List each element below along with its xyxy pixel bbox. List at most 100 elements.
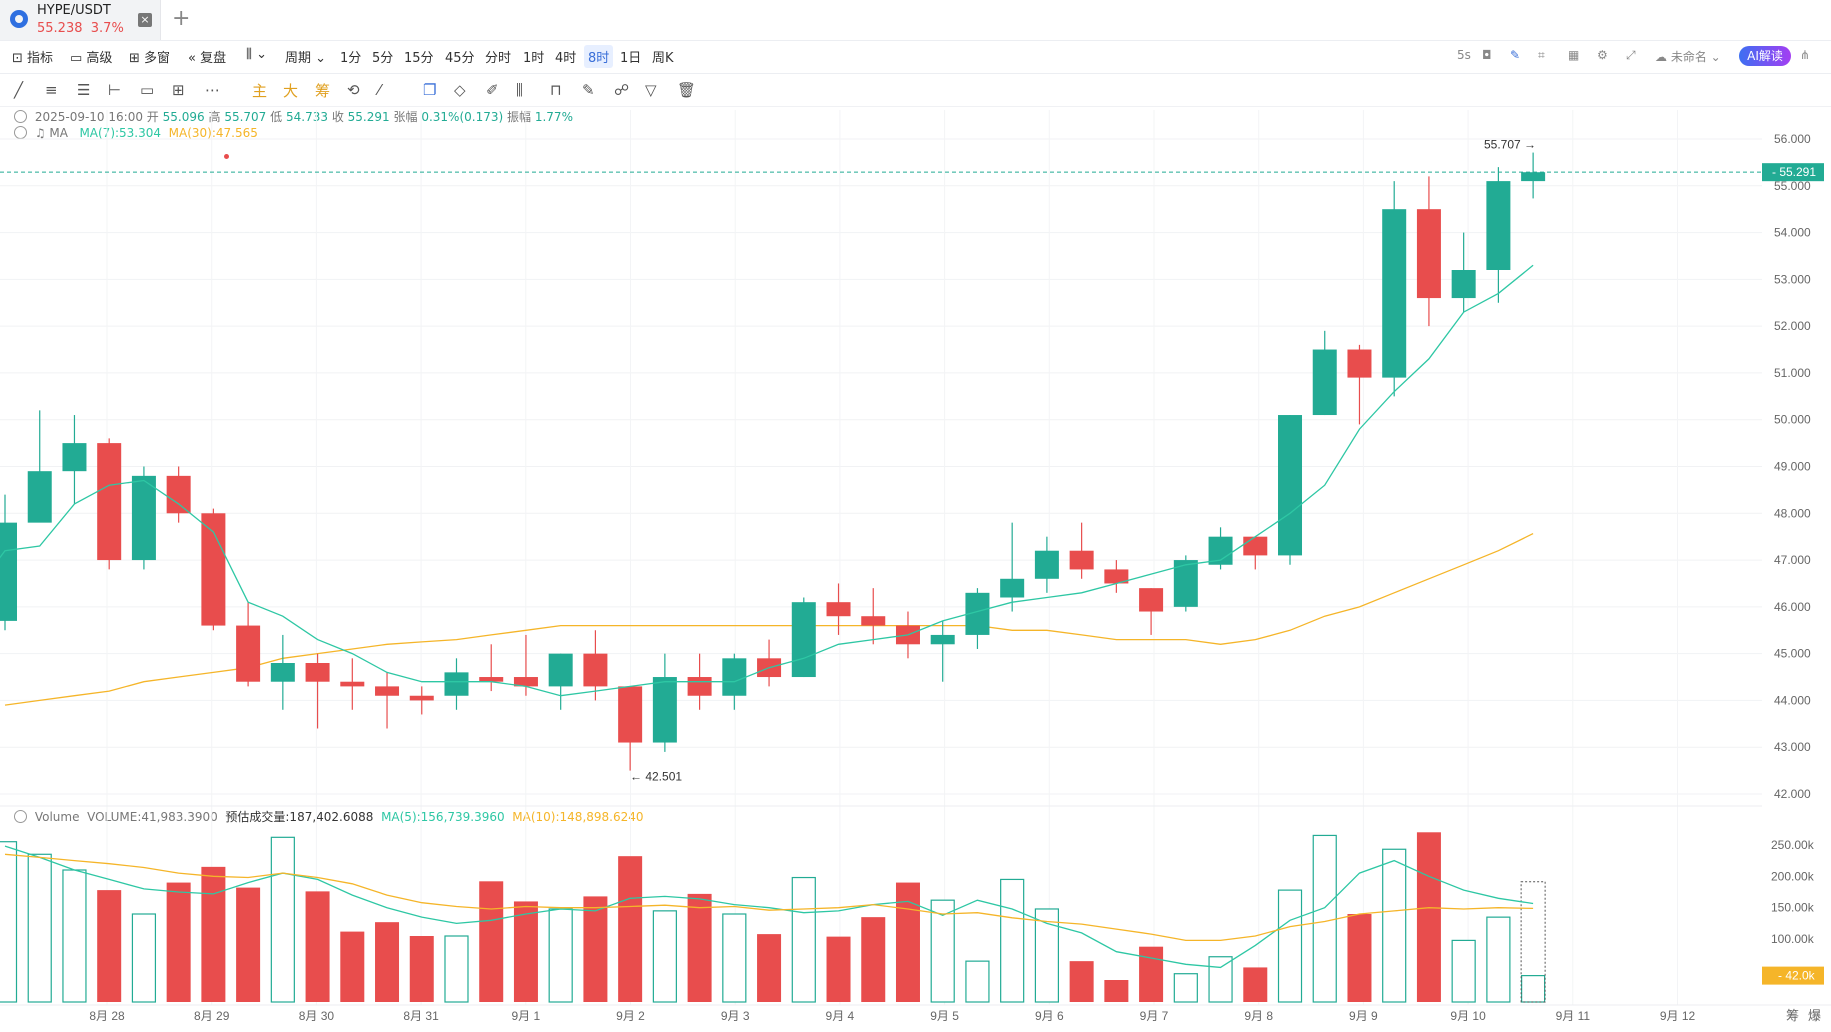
fullscreen-icon[interactable]: ⤢: [1626, 48, 1636, 62]
close-icon[interactable]: ×: [138, 13, 152, 27]
price-tick-label: 47.000: [1774, 553, 1811, 567]
calculator-icon[interactable]: ▦: [1568, 48, 1580, 62]
trend-line-icon[interactable]: ╱: [14, 81, 24, 99]
note-icon[interactable]: ✎: [582, 81, 595, 99]
interval-5m[interactable]: 5分: [372, 51, 394, 66]
low-label: 低: [270, 110, 283, 124]
candle-body: [583, 653, 608, 687]
link-icon[interactable]: ☍: [614, 81, 630, 99]
chart-toolbar: ⊡ 指标 ▭ 高级 ⊞ 多窗 « 复盘 ⫼ ⌄ 周期 ⌄ 1分 5分 15分 4…: [0, 41, 1831, 74]
interval-45m[interactable]: 45分: [445, 51, 475, 66]
bell-icon[interactable]: ♫: [34, 126, 46, 140]
interval-4h[interactable]: 4时: [555, 51, 577, 66]
candle-body: [722, 658, 747, 696]
ai-analysis-button[interactable]: AI解读: [1739, 46, 1791, 66]
current-price-badge: [1762, 163, 1824, 182]
current-volume-label: - 42.0k: [1778, 969, 1816, 983]
tab-change: 3.7%: [90, 21, 124, 36]
camera-icon[interactable]: ◘: [1482, 48, 1492, 62]
filter-icon[interactable]: ▽: [645, 81, 657, 99]
brush-icon[interactable]: ⁄: [378, 81, 381, 99]
volume-bar: [375, 922, 400, 1002]
vol-ma5-value: MA(5):156,739.3960: [381, 810, 505, 824]
current-volume-badge: [1762, 966, 1824, 985]
replay-button[interactable]: « 复盘: [188, 51, 227, 66]
price-tick-label: 51.000: [1774, 366, 1811, 380]
indicators-button[interactable]: ⊡ 指标: [12, 51, 54, 66]
plus-icon[interactable]: +: [172, 6, 191, 31]
interval-1m[interactable]: 1分: [340, 51, 362, 66]
layout-icon[interactable]: ⌗: [1538, 48, 1545, 62]
tab-symbol: HYPE/USDT: [37, 3, 111, 18]
big-order-button[interactable]: 大: [283, 82, 299, 100]
eraser-icon[interactable]: ✐: [486, 81, 499, 99]
volume-bar: [270, 836, 295, 1003]
candle-body: [409, 695, 434, 701]
sync-icon[interactable]: ⟲: [347, 81, 360, 99]
period-dropdown[interactable]: 周期 ⌄: [285, 51, 327, 66]
volume-bar: [618, 856, 643, 1002]
lock-icon[interactable]: ⊓: [550, 81, 562, 99]
copy-icon[interactable]: ❐: [423, 81, 437, 99]
interval-timeshare[interactable]: 分时: [485, 51, 512, 66]
pencil-icon[interactable]: ✎: [1510, 48, 1521, 62]
candle-body: [1243, 536, 1268, 556]
ma7-value: MA(7):53.304: [79, 126, 162, 140]
channel-icon[interactable]: ☰: [77, 81, 91, 99]
horizontal-line-icon[interactable]: ⊢: [108, 81, 122, 99]
collapse-icon[interactable]: [14, 810, 27, 823]
price-tick-label: 44.000: [1774, 693, 1811, 707]
volume-bar: [1243, 967, 1268, 1002]
share-icon[interactable]: ⋔: [1800, 48, 1811, 62]
symbol-tab[interactable]: HYPE/USDT 55.238 3.7% ×: [0, 0, 161, 40]
price-tick-label: 46.000: [1774, 600, 1811, 614]
cloud-layout-dropdown[interactable]: ☁ 未命名 ⌄: [1655, 50, 1721, 64]
crosshair-box-icon[interactable]: ⊞: [172, 81, 185, 99]
volume-bar: [895, 882, 920, 1002]
interval-1d[interactable]: 1日: [620, 51, 642, 66]
candle-body: [757, 658, 782, 678]
candle-body: [1069, 550, 1094, 570]
candle-body: [0, 522, 17, 621]
high-label: 高: [208, 110, 221, 124]
candle-body: [791, 602, 816, 678]
low-value: 54.733: [285, 110, 328, 124]
chip-button[interactable]: 筹: [315, 82, 331, 100]
volume-bar: [965, 960, 990, 1003]
candle-body: [618, 686, 643, 743]
volume-bar: [1069, 961, 1094, 1002]
magnet-icon[interactable]: ⫼: [516, 81, 523, 99]
volume-bar: [444, 935, 469, 1003]
interval-15m[interactable]: 15分: [404, 51, 434, 66]
gear-icon[interactable]: ⚙: [1597, 48, 1608, 62]
collapse-icon[interactable]: [14, 110, 27, 123]
multi-window-button[interactable]: ⊞ 多窗: [129, 51, 171, 66]
x-tick-label: 9月 5: [930, 1009, 959, 1023]
main-force-button[interactable]: 主: [252, 82, 268, 100]
candle-body: [1486, 181, 1511, 270]
candle-body: [131, 475, 156, 561]
advanced-button[interactable]: ▭ 高级: [70, 51, 113, 66]
volume-bar: [652, 910, 677, 1003]
interval-8h[interactable]: 8时: [584, 45, 614, 68]
rectangle-icon[interactable]: ▭: [140, 81, 155, 99]
ruler-icon[interactable]: ◇: [454, 81, 466, 99]
interval-1h[interactable]: 1时: [523, 51, 545, 66]
volume-bar: [930, 899, 955, 1003]
parallel-lines-icon[interactable]: ≡: [45, 81, 58, 99]
more-icon[interactable]: ⋯: [205, 81, 220, 99]
ohlc-legend: 2025-09-10 16:00 开 55.096 高 55.707 低 54.…: [14, 108, 573, 125]
ma7-line: [0, 264, 1534, 697]
volume-bar: [97, 890, 122, 1002]
volume-bar: [166, 882, 191, 1002]
volume-bar: [687, 893, 712, 1002]
collapse-icon[interactable]: [14, 126, 27, 139]
refresh-rate[interactable]: 5s: [1457, 48, 1471, 62]
candle-body: [1278, 415, 1303, 556]
interval-1w[interactable]: 周K: [652, 51, 674, 66]
estimated-volume-bar: [1520, 881, 1546, 1003]
candle-body: [166, 475, 191, 514]
chart-type-dropdown[interactable]: ⫼ ⌄: [246, 47, 268, 62]
trash-icon[interactable]: 🗑: [677, 81, 697, 99]
